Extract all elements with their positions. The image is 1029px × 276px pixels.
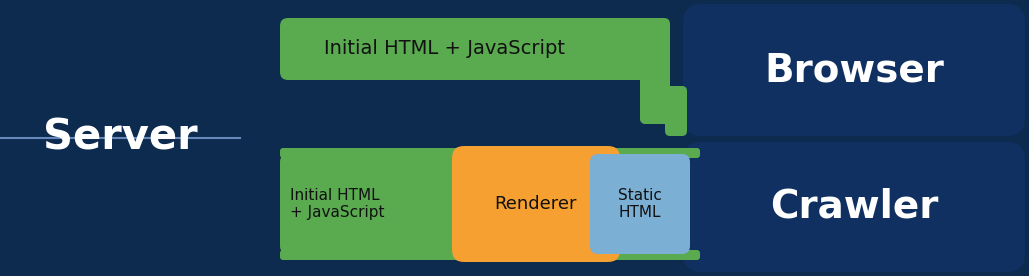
FancyBboxPatch shape bbox=[640, 96, 686, 124]
Text: Server: Server bbox=[42, 117, 198, 159]
FancyBboxPatch shape bbox=[665, 148, 687, 160]
FancyBboxPatch shape bbox=[665, 86, 687, 136]
Text: Crawler: Crawler bbox=[770, 188, 938, 226]
Text: Static
HTML: Static HTML bbox=[618, 188, 662, 220]
Text: Browser: Browser bbox=[765, 51, 944, 89]
FancyBboxPatch shape bbox=[683, 4, 1025, 136]
FancyBboxPatch shape bbox=[452, 146, 620, 262]
Text: Initial HTML
+ JavaScript: Initial HTML + JavaScript bbox=[290, 188, 385, 220]
FancyBboxPatch shape bbox=[640, 18, 670, 124]
FancyBboxPatch shape bbox=[665, 154, 687, 254]
FancyBboxPatch shape bbox=[683, 142, 1025, 272]
FancyBboxPatch shape bbox=[280, 154, 670, 254]
FancyBboxPatch shape bbox=[280, 148, 700, 158]
FancyBboxPatch shape bbox=[590, 154, 690, 254]
Text: Initial HTML + JavaScript: Initial HTML + JavaScript bbox=[323, 39, 565, 59]
Text: Renderer: Renderer bbox=[495, 195, 577, 213]
FancyBboxPatch shape bbox=[280, 18, 668, 80]
FancyBboxPatch shape bbox=[280, 250, 700, 260]
